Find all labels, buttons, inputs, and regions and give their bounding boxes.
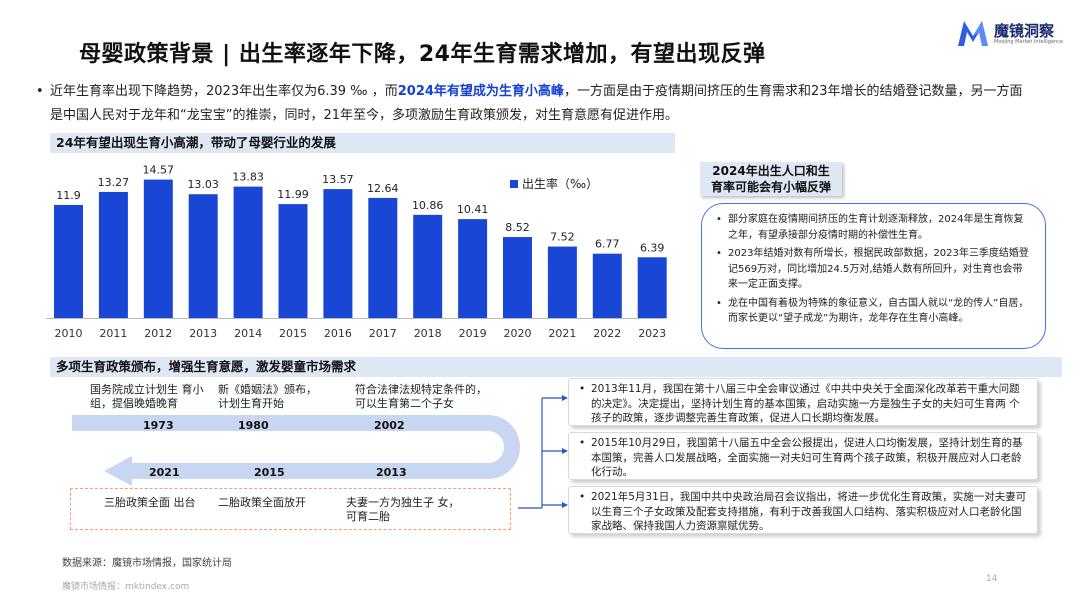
x-tick-2010: 2010 — [55, 327, 83, 340]
timeline-text: 可以生育第二个子女 — [355, 397, 454, 410]
intro-bullet: • — [36, 84, 44, 99]
side-point: 龙在中国有着极为特殊的象征意义，自古国人就以“龙的传人”自居，而家长更以“望子成… — [716, 296, 1031, 327]
data-label-2011: 13.27 — [98, 176, 129, 189]
x-tick-2021: 2021 — [548, 327, 576, 340]
data-label-2020: 8.52 — [505, 221, 530, 234]
brand-logo: 魔镜洞察 Moojing Market Intelligence — [956, 18, 1066, 52]
footer-site: 魔镜市场情报：mktindex.com — [62, 582, 190, 592]
x-tick-2016: 2016 — [324, 327, 352, 340]
bar-2019 — [458, 219, 488, 318]
timeline-year-2002: 2002 — [374, 419, 405, 432]
timeline-year-1973: 1973 — [143, 419, 174, 432]
timeline-event-2021: 三胎政策全面 出台 — [104, 496, 196, 509]
timeline-text: 新《婚姻法》颁布， — [218, 383, 317, 396]
x-tick-2018: 2018 — [414, 327, 442, 340]
bar-2011 — [98, 191, 128, 318]
logo-name: 魔镜洞察 — [994, 22, 1055, 40]
x-tick-2012: 2012 — [144, 327, 172, 340]
x-tick-2019: 2019 — [459, 327, 487, 340]
timeline-text: 符合法律法规特定条件的， — [355, 383, 487, 396]
page-number: 14 — [986, 574, 998, 584]
timeline-event-2002: 符合法律法规特定条件的， 可以生育第二个子女 — [355, 383, 487, 411]
side-point: 2023年结婚对数有所增长，根据民政部数据，2023年三季度结婚登记569万对，… — [716, 246, 1031, 293]
timeline-connectors — [518, 397, 566, 509]
bar-2023 — [637, 257, 667, 318]
data-source: 数据来源：魔镜市场情报，国家统计局 — [62, 558, 232, 569]
side-reasons-box: 部分家庭在疫情期间挤压的生育计划逐渐释放，2024年是生育恢复之年，有望承接部分… — [701, 203, 1046, 349]
bar-2015 — [278, 204, 308, 318]
bar-2013 — [188, 194, 218, 318]
data-label-2016: 13.57 — [322, 173, 354, 186]
timeline-text: 国务院成立计划生 育小 — [90, 383, 204, 396]
bar-2010 — [54, 204, 83, 318]
timeline-text: 计划生育开始 — [218, 397, 284, 410]
timeline-year-1980: 1980 — [238, 419, 269, 432]
page-title: 母婴政策背景 | 出生率逐年下降，24年生育需求增加，有望出现反弹 — [79, 42, 766, 67]
timeline-year-2015: 2015 — [254, 466, 285, 479]
timeline-year-2021: 2021 — [149, 466, 180, 479]
data-label-2015: 11.99 — [277, 188, 309, 201]
x-tick-2023: 2023 — [638, 327, 666, 340]
x-tick-2014: 2014 — [234, 327, 262, 340]
bar-2014 — [233, 186, 263, 318]
data-label-2017: 12.64 — [367, 182, 399, 195]
timeline-event-1980: 新《婚姻法》颁布， 计划生育开始 — [218, 383, 317, 411]
timeline-arrowhead — [104, 456, 132, 486]
section-header-policy: 多项生育政策颁布，增强生育意愿，激发婴童市场需求 — [50, 357, 1062, 377]
bar-2020 — [503, 237, 532, 318]
birth-rate-bar-chart: 11.9 2010 13.27 2011 14.57 2012 13.03 2013 13.83… — [46, 164, 667, 340]
timeline-text: 组，提倡晚婚晚育 — [90, 397, 178, 410]
bar-2022 — [592, 253, 622, 318]
bar-2012 — [143, 179, 173, 318]
timeline-event-2015: 二胎政策全面放开 — [218, 496, 306, 509]
data-label-2021: 7.52 — [550, 231, 575, 244]
timeline-text: 可育二胎 — [346, 510, 390, 523]
event-box-2021: 2021年5月31日，我国中共中央政治局召会议指出，将进一步优化生育政策，实施一… — [568, 486, 1038, 534]
timeline-event-1973: 国务院成立计划生 育小 组，提倡晚婚晚育 — [90, 383, 204, 411]
side-tag-line-2: 育率可能会有小幅反弹 — [710, 180, 831, 194]
side-point: 部分家庭在疫情期间挤压的生育计划逐渐释放，2024年是生育恢复之年，有望承接部分… — [716, 212, 1031, 243]
legend-swatch — [510, 180, 518, 188]
x-tick-2015: 2015 — [279, 327, 307, 340]
timeline-year-2013: 2013 — [376, 466, 407, 479]
intro-text-2: ，一方面是由于疫情期间挤压的生育需求和23年增长的结婚登记数量，另一方面是中国人… — [50, 84, 1023, 123]
connector-arrows — [562, 395, 568, 508]
x-tick-2020: 2020 — [504, 327, 532, 340]
intro-paragraph: • 近年生育率出现下降趋势，2023年出生率仅为6.39 ‰ ，而2024年有望… — [36, 80, 1035, 128]
recent-policies-box — [70, 488, 511, 530]
data-label-2023: 6.39 — [640, 241, 665, 254]
side-tag-line-1: 2024年出生人口和生 — [712, 164, 830, 178]
intro-text-1: 近年生育率出现下降趋势，2023年出生率仅为6.39 ‰ ，而 — [50, 84, 398, 99]
timeline-track — [72, 415, 520, 479]
bar-2018 — [413, 214, 443, 318]
data-label-2013: 13.03 — [187, 178, 219, 191]
data-label-2019: 10.41 — [457, 203, 489, 216]
event-box-2015: 2015年10月29日，我国第十八届五中全会公报提出，促进人口均衡发展，坚持计划… — [568, 432, 1038, 480]
x-tick-2011: 2011 — [99, 327, 127, 340]
data-label-2022: 6.77 — [595, 238, 620, 251]
x-tick-2022: 2022 — [593, 327, 621, 340]
x-tick-2017: 2017 — [369, 327, 397, 340]
intro-highlight: 2024年有望成为生育小高峰 — [397, 84, 564, 99]
data-label-2014: 13.83 — [232, 171, 264, 184]
bar-2016 — [323, 189, 353, 318]
legend-label: 出生率（‰） — [522, 176, 598, 191]
logo-subtitle: Moojing Market Intelligence — [994, 39, 1064, 45]
bar-2017 — [368, 197, 398, 318]
section-header-birth-rate: 24年有望出现生育小高潮，带动了母婴行业的发展 — [50, 133, 675, 153]
data-label-2018: 10.86 — [412, 199, 444, 212]
event-box-2013: 2013年11月，我国在第十八届三中全会审议通过《中共中央关于全面深化改革若干重… — [568, 378, 1038, 426]
data-label-2012: 14.57 — [143, 164, 175, 177]
timeline-event-2013: 夫妻一方为独生子 女， 可育二胎 — [346, 496, 460, 524]
logo-m-icon — [958, 21, 988, 46]
side-tag: 2024年出生人口和生 育率可能会有小幅反弹 — [700, 162, 842, 196]
x-tick-2013: 2013 — [189, 327, 217, 340]
data-label-2010: 11.9 — [56, 189, 81, 202]
timeline-text: 夫妻一方为独生子 女， — [346, 496, 460, 509]
bar-2021 — [547, 246, 577, 318]
